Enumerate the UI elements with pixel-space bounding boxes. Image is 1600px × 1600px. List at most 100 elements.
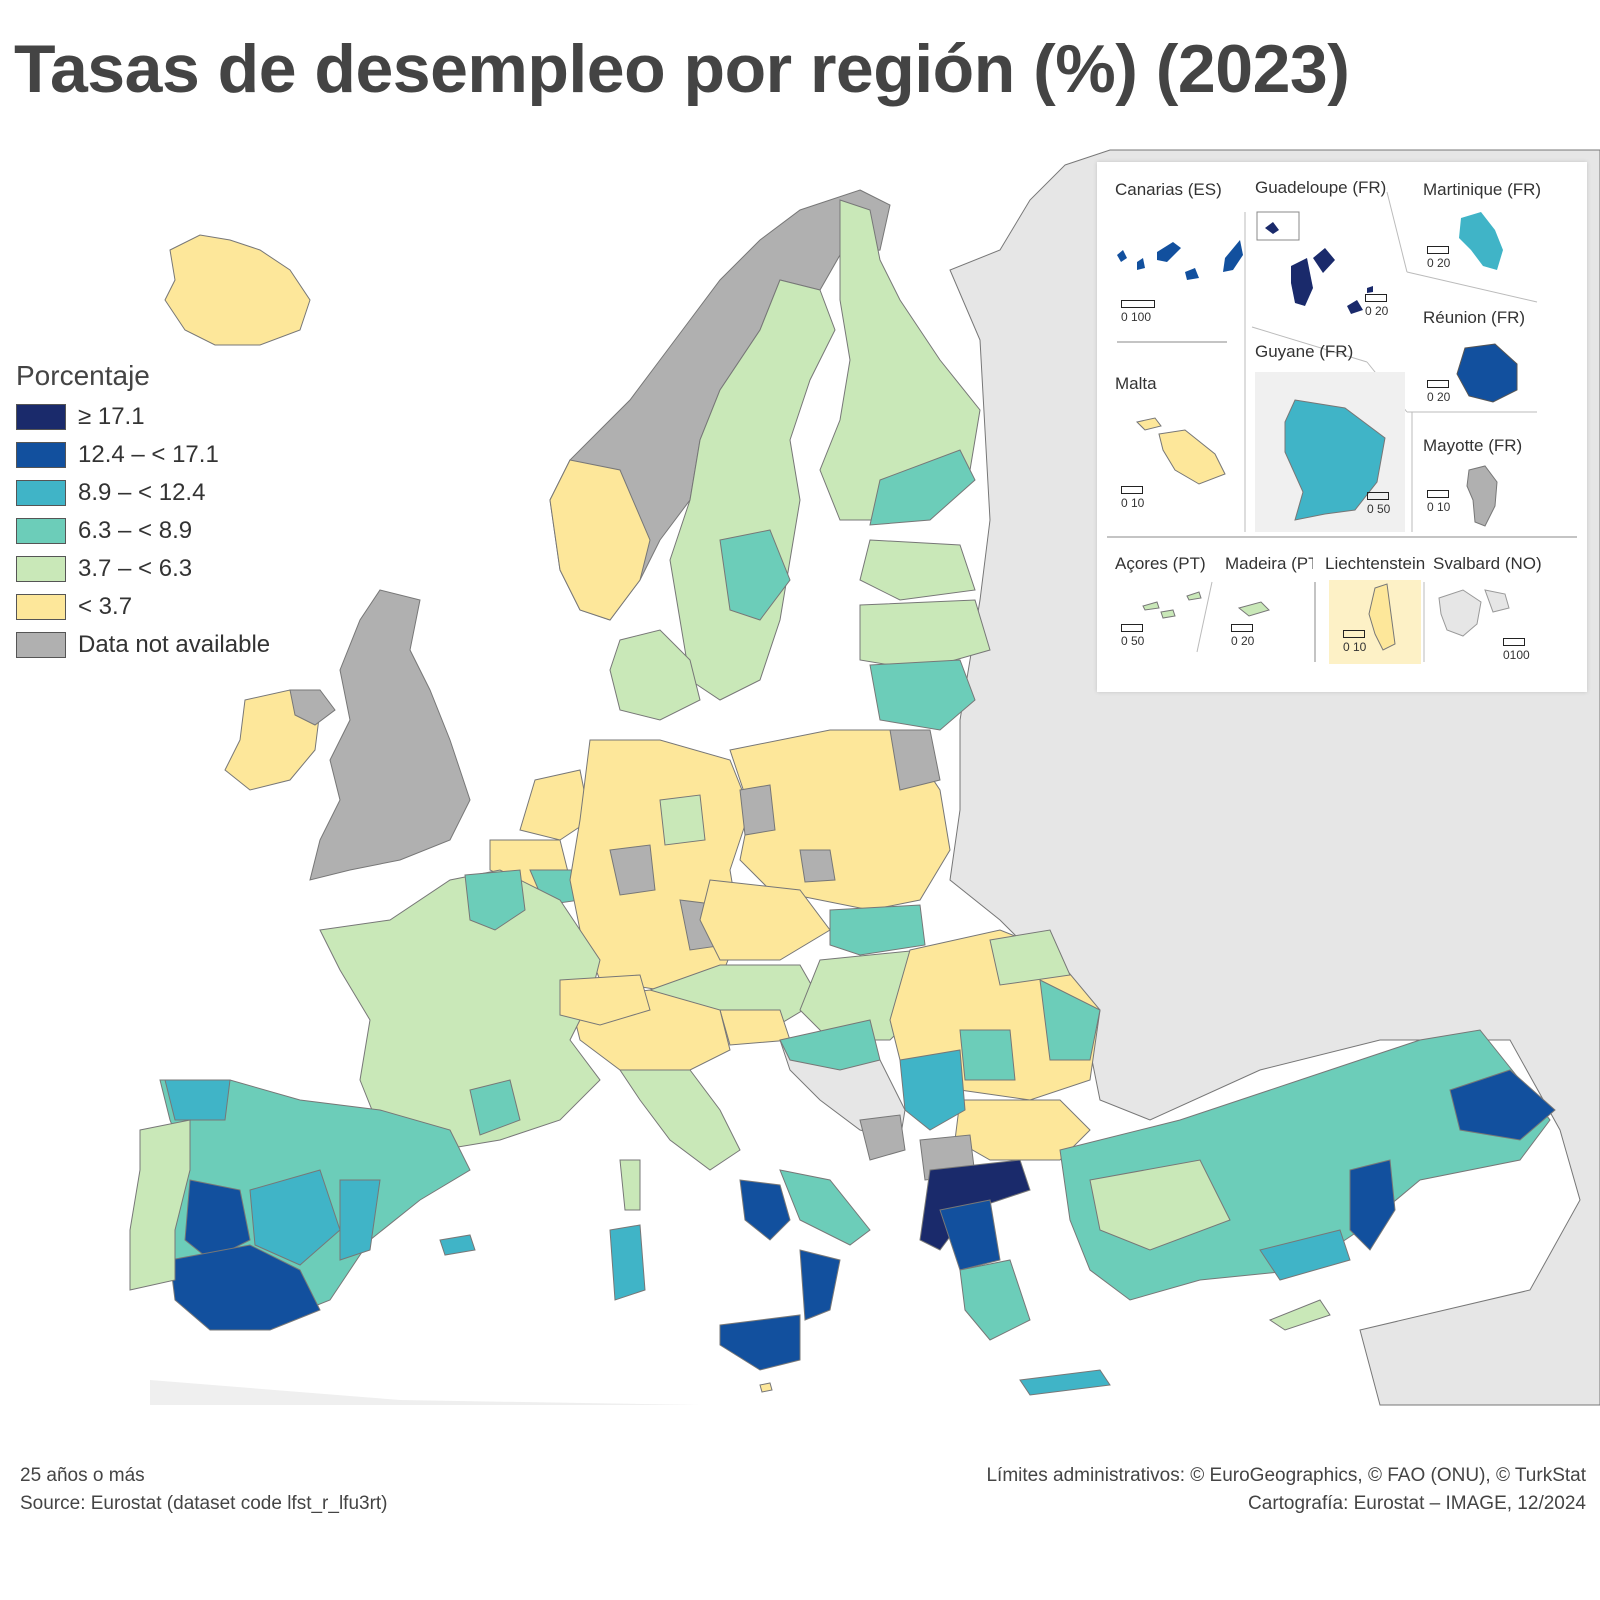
scale-bar-graphic xyxy=(1231,624,1253,632)
region-finland-east xyxy=(869,449,976,526)
region-turkey-south-blue xyxy=(1259,1229,1351,1281)
region-greece-central xyxy=(939,1199,1001,1271)
region-sardinia xyxy=(609,1224,646,1301)
region-poland-grey-2 xyxy=(799,849,836,883)
region-italy-campania xyxy=(739,1179,791,1241)
legend-item: ≥ 17.1 xyxy=(16,398,270,436)
scale-label: 0 10 xyxy=(1343,640,1367,654)
region-poland-grey xyxy=(739,784,776,836)
scale-bar: 0 20 xyxy=(1231,624,1254,648)
region-italy-central xyxy=(619,1069,741,1171)
region-turkey-east-dark xyxy=(1449,1069,1556,1141)
scale-label: 0 20 xyxy=(1427,390,1451,404)
region-norway-south xyxy=(549,459,651,621)
guyane-shape xyxy=(1255,372,1405,532)
region-cyprus xyxy=(1268,1299,1331,1331)
inset-name: Svalbard (NO) xyxy=(1433,554,1542,573)
footer-left: 25 años o más Source: Eurostat (dataset … xyxy=(20,1462,388,1518)
scale-label: 0 20 xyxy=(1231,634,1255,648)
region-serbia xyxy=(899,1049,966,1131)
scale-bar: 0 10 xyxy=(1343,630,1366,654)
region-slovakia xyxy=(829,904,926,956)
reunion-shape xyxy=(1456,343,1518,403)
region-romania-east xyxy=(1039,979,1101,1061)
inset-guadeloupe: Guadeloupe (FR) 0 20 xyxy=(1255,178,1405,318)
legend-title: Porcentaje xyxy=(16,360,150,391)
inset-madeira: Madeira (PT) 0 20 xyxy=(1225,554,1313,664)
inset-mayotte: Mayotte (FR) 0 10 xyxy=(1423,436,1545,532)
region-spain-valencia xyxy=(339,1179,381,1261)
madeira-shape xyxy=(1237,601,1270,617)
scale-bar: 0 10 xyxy=(1427,490,1450,514)
legend-swatch xyxy=(16,404,66,430)
scale-bar: 0 10 xyxy=(1121,486,1144,510)
region-romania-mid xyxy=(959,1029,1016,1081)
region-lithuania xyxy=(869,659,976,731)
scale-bar: 0 100 xyxy=(1121,300,1155,324)
region-romania-north xyxy=(989,929,1071,986)
region-turkey-west-green xyxy=(1089,1159,1231,1251)
region-croatia xyxy=(779,1019,881,1071)
region-spain-andalusia xyxy=(169,1244,321,1331)
legend-swatch xyxy=(16,480,66,506)
inset-name: Guyane (FR) xyxy=(1255,342,1354,361)
region-france-north xyxy=(464,869,526,931)
legend-swatch xyxy=(16,594,66,620)
inset-malta: Malta 0 10 xyxy=(1115,374,1240,524)
legend-item: 12.4 – < 17.1 xyxy=(16,436,270,474)
region-czechia xyxy=(699,879,831,961)
scale-bar-graphic xyxy=(1503,638,1525,646)
scale-bar-graphic xyxy=(1343,630,1365,638)
scale-bar-graphic xyxy=(1121,300,1155,308)
legend-label: 6.3 – < 8.9 xyxy=(78,517,193,544)
malta-shape xyxy=(1136,417,1226,485)
inset-name: Liechtenstein xyxy=(1325,554,1425,573)
scale-bar: 0100 xyxy=(1503,638,1530,662)
region-northern-ireland xyxy=(289,689,336,726)
legend-label: Data not available xyxy=(78,631,271,658)
region-crete xyxy=(1019,1369,1111,1396)
legend-item: Data not available xyxy=(16,626,270,664)
scale-bar-graphic xyxy=(1427,380,1449,388)
region-estonia xyxy=(859,539,976,601)
scale-bar-graphic xyxy=(1367,492,1389,500)
legend-swatch xyxy=(16,632,66,658)
scale-label: 0 20 xyxy=(1427,256,1451,270)
inset-martinique: Martinique (FR) 0 20 xyxy=(1423,180,1545,280)
acores-shape xyxy=(1142,591,1202,619)
inset-panel: Canarias (ES) 0 100 Guadeloupe (FR) 0 xyxy=(1097,162,1587,692)
scale-bar-graphic xyxy=(1427,490,1449,498)
footer-boundaries: Límites administrativos: © EuroGeographi… xyxy=(986,1465,1586,1486)
legend-item: < 3.7 xyxy=(16,588,270,626)
legend-label: 12.4 – < 17.1 xyxy=(78,441,219,468)
region-balearic xyxy=(439,1234,476,1256)
scale-bar-graphic xyxy=(1121,486,1143,494)
region-greece-south xyxy=(959,1259,1031,1341)
scale-bar-graphic xyxy=(1427,246,1449,254)
region-netherlands xyxy=(519,769,591,841)
inset-name: Réunion (FR) xyxy=(1423,308,1526,327)
legend: Porcentaje ≥ 17.1 12.4 – < 17.1 8.9 – < … xyxy=(16,360,270,664)
footer-right: Límites administrativos: © EuroGeographi… xyxy=(986,1462,1586,1518)
region-turkey-south-dark xyxy=(1349,1159,1396,1251)
inset-name: Martinique (FR) xyxy=(1423,180,1542,199)
inset-name: Mayotte (FR) xyxy=(1423,436,1523,455)
region-germany-green xyxy=(659,794,706,846)
mayotte-shape xyxy=(1466,465,1498,527)
legend-item: 6.3 – < 8.9 xyxy=(16,512,270,550)
inset-acores: Açores (PT) 0 50 xyxy=(1115,554,1215,664)
scale-label: 0 100 xyxy=(1121,310,1152,324)
scale-label: 0 20 xyxy=(1365,304,1389,318)
legend-item: 8.9 – < 12.4 xyxy=(16,474,270,512)
scale-bar: 0 20 xyxy=(1427,246,1450,270)
scale-label: 0 50 xyxy=(1367,502,1391,516)
inset-name: Canarias (ES) xyxy=(1115,180,1222,199)
region-france-south xyxy=(469,1079,521,1136)
map-title: Tasas de desempleo por región (%) (2023) xyxy=(14,31,1350,107)
legend-label: 8.9 – < 12.4 xyxy=(78,479,206,506)
footer-note: 25 años o más xyxy=(20,1465,145,1486)
legend-label: < 3.7 xyxy=(78,593,133,620)
region-corsica xyxy=(619,1159,641,1211)
inset-svalbard: Svalbard (NO) 0100 xyxy=(1433,554,1543,664)
region-denmark xyxy=(609,629,701,721)
